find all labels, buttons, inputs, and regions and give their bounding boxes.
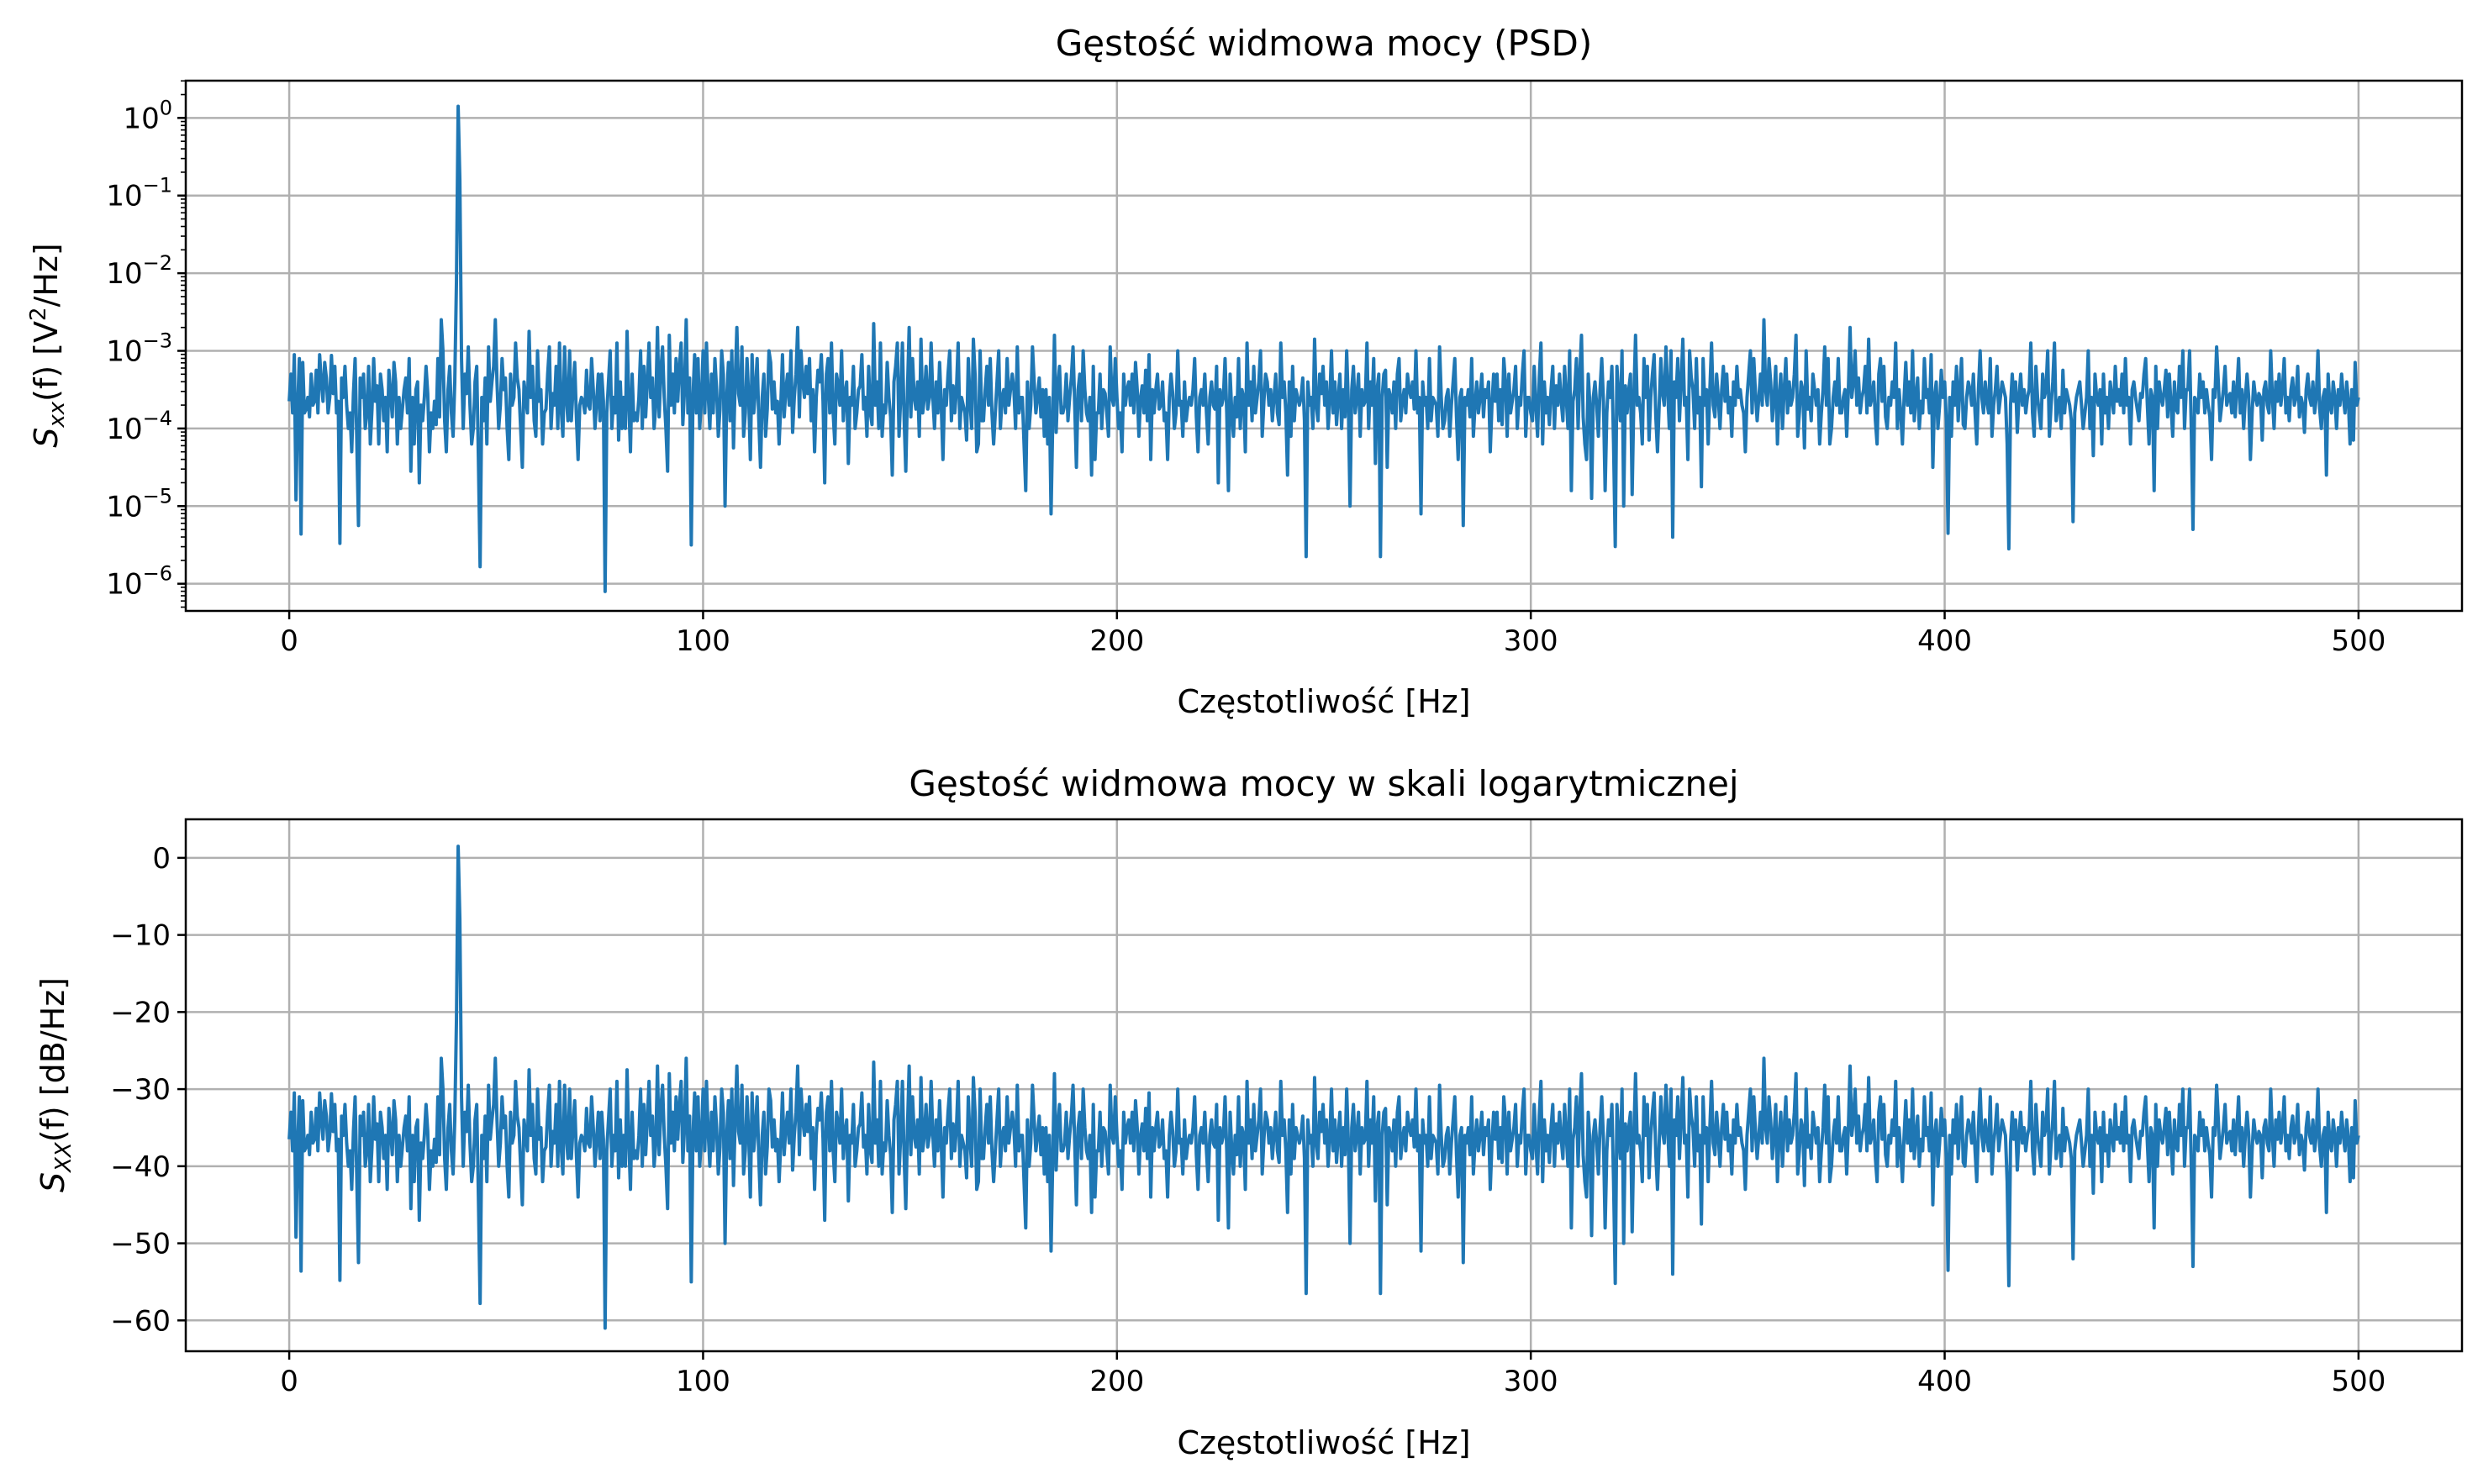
chart-psd-y-ticks: 100 10−1 10−2 10−3 10−4 10−5 10−6 <box>106 80 186 608</box>
chart-psd-db-xtick-label: 300 <box>1504 1365 1558 1398</box>
chart-psd-db: Gęstość widmowa mocy w skali logarytmicz… <box>34 763 2464 1461</box>
chart-psd-db-ytick-label: −60 <box>110 1304 171 1338</box>
chart-psd-series-line <box>287 104 2360 593</box>
chart-psd-xtick-label: 300 <box>1504 624 1558 658</box>
chart-psd-db-ytick-label: −10 <box>110 919 171 953</box>
chart-psd-ylabel-end: /Hz] <box>28 243 65 307</box>
chart-psd-db-title: Gęstość widmowa mocy w skali logarytmicz… <box>909 763 1738 804</box>
chart-psd-ylabel-base: S <box>28 428 65 448</box>
chart-psd-db-series-line <box>287 845 2360 1330</box>
chart-psd-db-ytick-label: −30 <box>110 1073 171 1107</box>
chart-psd-db-x-ticks: 0 100 200 300 400 500 <box>280 1351 2385 1398</box>
chart-psd-ytick-label: 10−1 <box>106 174 172 213</box>
chart-psd-xlabel: Częstotliwość [Hz] <box>1177 683 1470 720</box>
chart-psd-x-ticks: 0 100 200 300 400 500 <box>280 611 2385 658</box>
chart-psd-ytick-label: 10−6 <box>106 562 172 602</box>
chart-psd-db-ylabel-base: S <box>34 1172 71 1192</box>
chart-psd-db-xtick-label: 200 <box>1089 1365 1144 1398</box>
chart-psd-xtick-label: 100 <box>676 624 730 658</box>
chart-psd-ylabel-sub: xx <box>45 401 70 428</box>
chart-psd-db-ylabel-sub: XX <box>51 1141 76 1174</box>
chart-psd-frame <box>184 79 2464 613</box>
chart-psd-ytick-label: 10−3 <box>106 329 172 369</box>
chart-psd-ytick-label: 10−5 <box>106 484 172 524</box>
chart-psd-xtick-label: 400 <box>1917 624 1972 658</box>
chart-psd-db-frame <box>184 818 2464 1353</box>
chart-psd-db-xtick-label: 500 <box>2331 1365 2385 1398</box>
chart-psd-ylabel-sup: 2 <box>26 307 51 321</box>
chart-psd-ylabel: Sxx(f) [V2/Hz] <box>26 243 70 448</box>
chart-psd-ytick-label: 10−4 <box>106 407 172 446</box>
chart-psd-db-grid <box>186 819 2462 1351</box>
chart-psd-ytick-label: 10−2 <box>106 251 172 291</box>
chart-psd-db-ylabel-mid: (f) [dB/Hz] <box>34 977 71 1142</box>
chart-psd-ylabel-mid: (f) [V <box>28 321 65 402</box>
chart-psd-db-xtick-label: 0 <box>280 1365 298 1398</box>
chart-psd-db-xtick-label: 100 <box>676 1365 730 1398</box>
chart-psd-db-xlabel: Częstotliwość [Hz] <box>1177 1424 1470 1461</box>
chart-psd-db-xtick-label: 400 <box>1917 1365 1972 1398</box>
chart-psd-grid <box>186 81 2462 611</box>
chart-psd-db-ytick-label: −20 <box>110 996 171 1029</box>
chart-psd-title: Gęstość widmowa mocy (PSD) <box>1056 23 1593 64</box>
chart-psd-db-ytick-label: −40 <box>110 1150 171 1184</box>
chart-psd-xtick-label: 200 <box>1089 624 1144 658</box>
chart-psd: Gęstość widmowa mocy (PSD) 0 100 200 300 400… <box>26 23 2464 720</box>
chart-psd-db-y-ticks: 0 −10 −20 −30 −40 −50 −60 <box>110 842 186 1338</box>
chart-psd-ytick-label: 100 <box>123 96 172 135</box>
chart-psd-xtick-label: 500 <box>2331 624 2385 658</box>
chart-psd-db-ylabel: SXX(f) [dB/Hz] <box>34 977 76 1192</box>
chart-psd-db-ytick-label: 0 <box>152 842 171 876</box>
chart-psd-db-ytick-label: −50 <box>110 1228 171 1261</box>
chart-psd-xtick-label: 0 <box>280 624 298 658</box>
